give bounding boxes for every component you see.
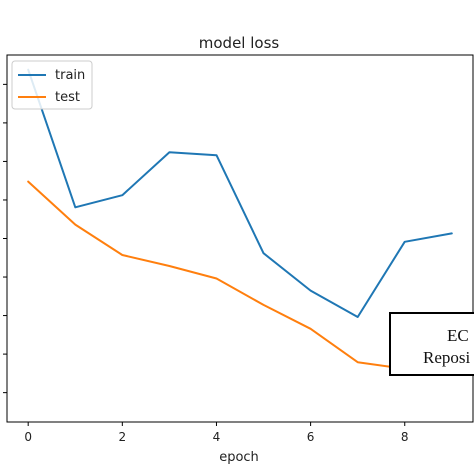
watermark-line-1: EC: [447, 326, 469, 345]
x-tick-label-4: 4: [213, 430, 221, 444]
x-tick-label-6: 6: [307, 430, 315, 444]
x-axis-ticks: 0 2 4 6 8: [24, 422, 409, 444]
x-tick-label-8: 8: [401, 430, 409, 444]
legend-label-test: test: [55, 90, 80, 105]
chart-title: model loss: [199, 34, 280, 52]
legend: train test: [11, 60, 93, 110]
legend-label-train: train: [55, 68, 85, 83]
y-axis-ticks: [3, 83, 7, 394]
x-axis-title: epoch: [219, 450, 259, 465]
watermark-line-2: Reposi: [423, 348, 471, 367]
watermark-box: EC Reposi: [389, 312, 474, 376]
series-line-test: [27, 180, 453, 370]
series-line-train: [27, 68, 453, 318]
x-tick-label-0: 0: [24, 430, 32, 444]
series-layer: [27, 68, 453, 370]
x-tick-label-2: 2: [119, 430, 127, 444]
